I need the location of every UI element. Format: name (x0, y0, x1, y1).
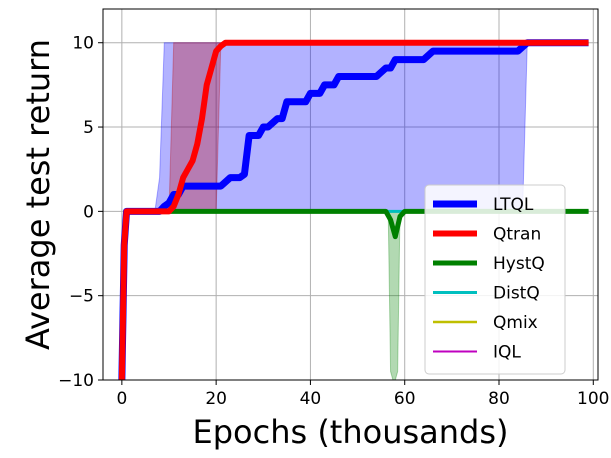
y-tick-label: −5 (69, 287, 94, 307)
legend-label: Qtran (493, 225, 541, 245)
ticks: 0 20 40 60 80 100 −10 −5 0 5 10 (58, 34, 609, 409)
legend-label: LTQL (493, 195, 534, 215)
y-tick-label: −10 (58, 371, 94, 391)
x-tick-label: 0 (116, 389, 127, 409)
series-line-qtran (118, 39, 589, 380)
x-axis-label: Epochs (thousands) (192, 413, 508, 451)
y-tick-label: 0 (83, 202, 94, 222)
legend-label: Qmix (493, 313, 538, 333)
y-tick-label: 10 (72, 34, 94, 54)
y-tick-label: 5 (83, 118, 94, 138)
x-tick-label: 20 (205, 389, 227, 409)
plot-frame (102, 8, 599, 381)
series-line-ltql (118, 39, 589, 380)
legend-label: IQL (493, 343, 521, 363)
x-tick-label: 80 (488, 389, 510, 409)
legend-label: DistQ (493, 284, 540, 304)
legend-label: HystQ (493, 254, 545, 274)
x-tick-label: 40 (300, 389, 322, 409)
legend: LTQL Qtran HystQ DistQ Qmix IQL (424, 184, 566, 375)
x-tick-label: 60 (394, 389, 416, 409)
y-axis-label: Average test return (19, 39, 57, 350)
x-tick-label: 100 (577, 389, 609, 409)
